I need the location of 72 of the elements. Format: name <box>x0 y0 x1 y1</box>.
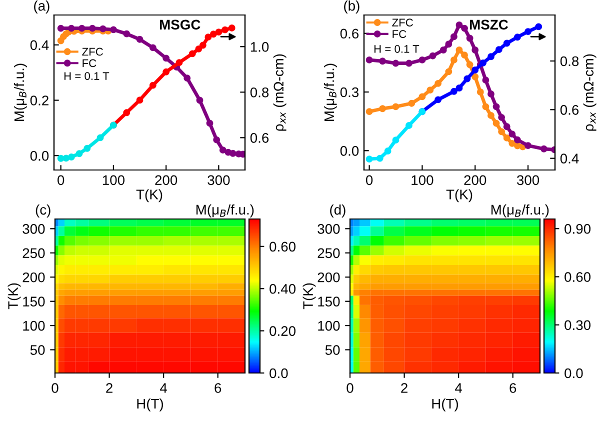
x-tick-label: 100 <box>102 175 124 186</box>
x-tick-label: 2 <box>401 383 408 393</box>
y-axis-title: T(K) <box>8 283 21 310</box>
text: (c) <box>36 204 50 218</box>
y-axis-title: M(μ$_{B}$/f.u.) <box>324 64 337 121</box>
annotation: MSZC <box>470 20 508 30</box>
color-bar-label: 0.30 <box>564 320 591 330</box>
y-tick-label: 150 <box>23 296 45 306</box>
x-tick-label: 300 <box>208 175 230 186</box>
annotation: MSGC <box>160 20 200 30</box>
y-tick-label: 100 <box>23 320 45 331</box>
y-tick-label: 300 <box>22 224 45 234</box>
legend-label: FC <box>392 30 406 38</box>
color-bar-label: 0.60 <box>564 272 591 282</box>
x-tick-label: 100 <box>412 175 434 186</box>
x-tick-label: 0 <box>58 175 64 186</box>
y-tick-label: 50 <box>30 345 45 355</box>
y2-tick-label: 0.6 <box>560 104 579 115</box>
y2-tick-label: 1.0 <box>250 42 269 52</box>
y-tick-label: 300 <box>318 224 340 234</box>
x-axis-title: H(T) <box>432 398 458 412</box>
y-tick-label: 200 <box>22 272 45 282</box>
y-axis-title: T(K) <box>302 283 316 310</box>
y2-axis-title: ρ$_{xx}$ (mΩ-cm) <box>273 54 286 131</box>
x-tick-label: 4 <box>455 383 462 393</box>
legend-label: ZFC <box>392 18 413 26</box>
x-tick-label: 0 <box>366 175 373 186</box>
x-tick-label: 200 <box>464 175 486 186</box>
text: (b) <box>344 0 360 14</box>
y-tick-label: 0.0 <box>340 146 359 156</box>
y2-axis-title: ρ$_{xx}$ (mΩ-cm) <box>583 54 596 131</box>
x-axis-title: T(K) <box>136 189 162 202</box>
x-tick-label: 200 <box>155 175 178 186</box>
y-tick-label: 200 <box>318 272 340 282</box>
color-bar-label: 0.20 <box>270 326 296 336</box>
color-bar-label: 0.0 <box>564 368 583 378</box>
x-tick-label: 6 <box>510 383 516 393</box>
color-bar-label: 0.40 <box>270 284 296 294</box>
text: (a) <box>34 0 50 14</box>
y2-tick-label: 0.8 <box>250 87 269 98</box>
color-bar-label: 0.0 <box>270 368 288 378</box>
x-axis-title: T(K) <box>446 189 472 202</box>
y-tick-label: 150 <box>318 296 340 306</box>
legend-label: ZFC <box>82 48 103 56</box>
y-tick-label: 100 <box>318 320 340 331</box>
y-tick-label: 0.3 <box>340 87 359 98</box>
y-tick-label: 250 <box>318 248 340 258</box>
y-axis-title: M(μ$_{B}$/f.u.) <box>14 64 27 121</box>
y-tick-label: 0.0 <box>30 150 49 161</box>
text: (d) <box>330 204 346 218</box>
color-bar-title: M(μ$_{B}$/f.u.) <box>196 204 254 218</box>
y-tick-label: 250 <box>22 248 45 258</box>
y2-tick-label: 0.8 <box>560 56 579 66</box>
x-tick-label: 300 <box>516 175 540 186</box>
x-tick-label: 4 <box>160 383 168 393</box>
y-tick-label: 0.4 <box>30 40 49 50</box>
x-tick-label: 0 <box>52 383 58 393</box>
x-tick-label: 6 <box>214 383 222 393</box>
annotation: H = 0.1 T <box>64 72 110 80</box>
y-tick-label: 0.6 <box>340 28 359 39</box>
legend-label: FC <box>82 59 96 68</box>
x-axis-title: H(T) <box>137 398 164 412</box>
annotation: H = 0.1 T <box>374 44 420 53</box>
y-tick-label: 50 <box>325 345 340 355</box>
color-bar-label: 0.90 <box>564 224 591 234</box>
color-bar-label: 0.60 <box>270 242 296 252</box>
x-tick-label: 2 <box>106 383 112 393</box>
y2-tick-label: 0.6 <box>250 133 269 143</box>
color-bar-title: M(μ$_{B}$/f.u.) <box>491 204 549 218</box>
y2-tick-label: 0.4 <box>560 154 579 164</box>
x-tick-label: 0 <box>346 383 354 393</box>
y-tick-label: 0.2 <box>30 96 48 106</box>
